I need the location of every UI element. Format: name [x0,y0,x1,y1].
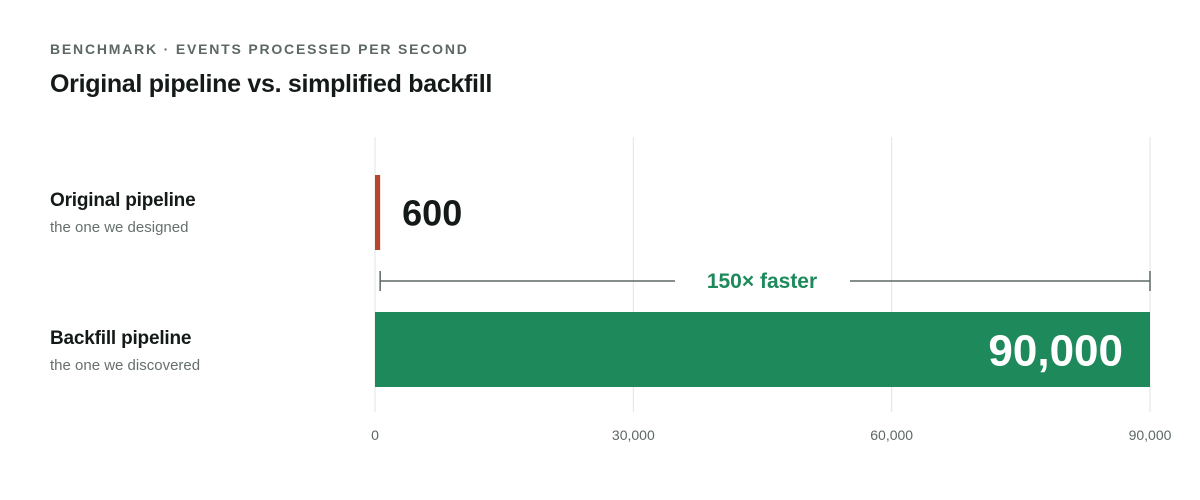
chart-eyebrow: BENCHMARK · EVENTS PROCESSED PER SECOND [50,41,469,57]
bar-original [375,175,381,250]
row-name-original: Original pipeline [50,190,196,211]
chart-title: Original pipeline vs. simplified backfil… [50,70,492,98]
value-label-original: 600 [402,193,462,234]
x-tick-label: 90,000 [1129,427,1172,443]
bar-backfill [375,312,1150,387]
x-tick-label: 0 [371,427,379,443]
row-label-backfill: Backfill pipeline the one we discovered [50,328,200,374]
value-label-backfill: 90,000 [988,327,1123,376]
row-subtitle-backfill: the one we discovered [50,357,201,374]
row-name-backfill: Backfill pipeline [50,328,192,349]
x-tick-label: 60,000 [870,427,913,443]
x-tick-label: 30,000 [612,427,655,443]
row-label-original: Original pipeline the one we designed [50,190,196,236]
row-subtitle-original: the one we designed [50,219,189,236]
speedup-annotation: 150× faster [707,270,817,293]
